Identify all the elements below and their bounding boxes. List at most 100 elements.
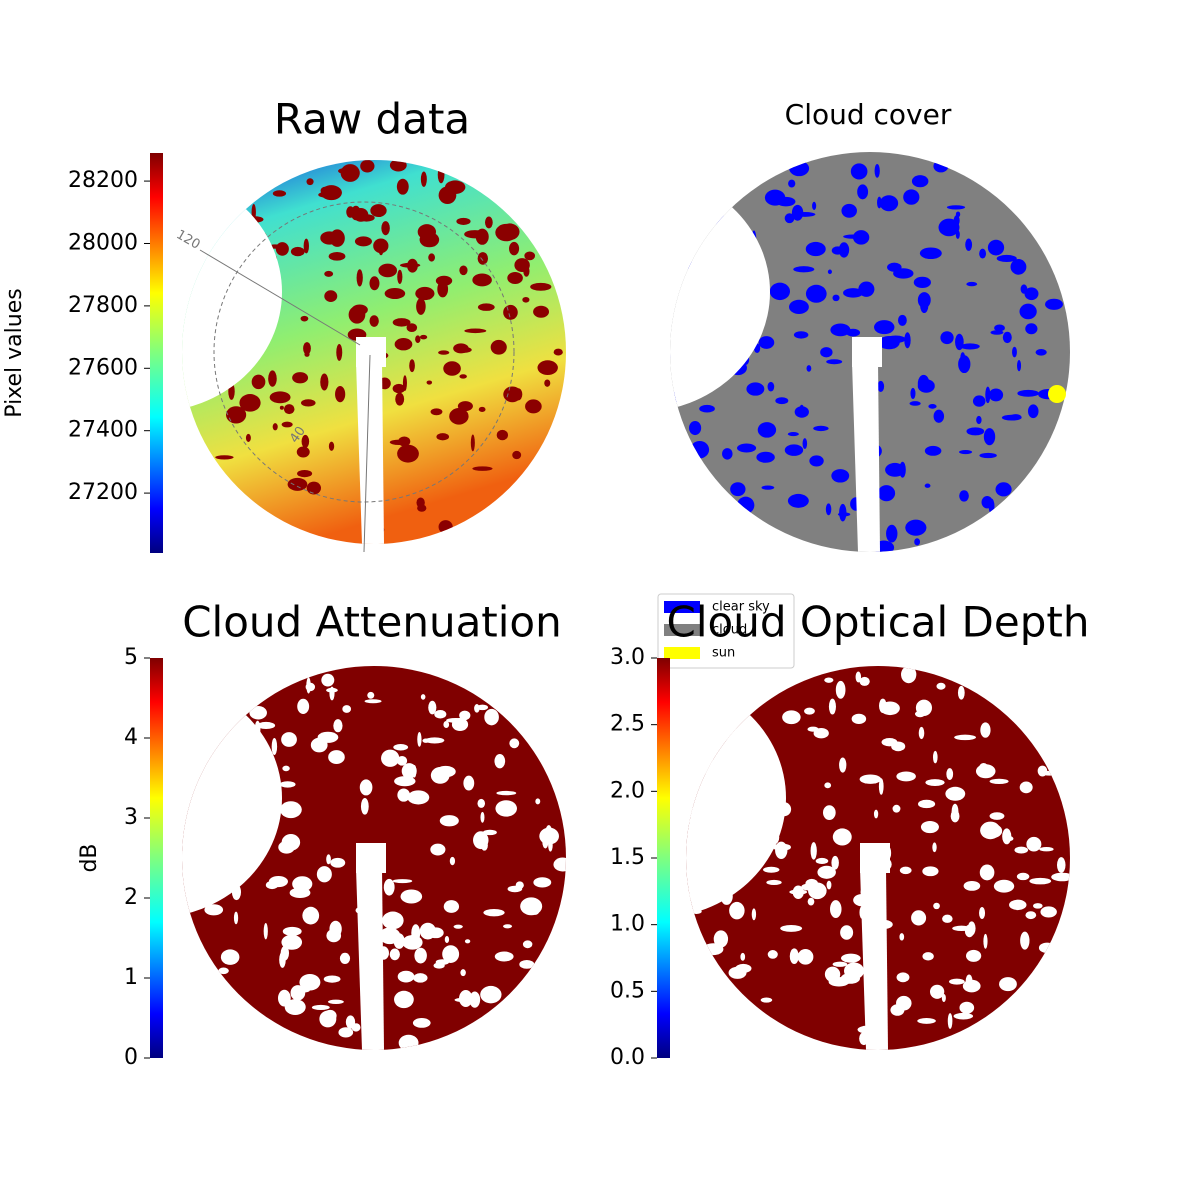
image-blob	[809, 455, 824, 467]
image-blob	[514, 258, 530, 273]
image-blob	[399, 262, 421, 268]
image-blob	[320, 373, 329, 391]
image-blob	[417, 224, 437, 240]
image-blob	[303, 238, 309, 254]
image-cutout	[356, 843, 386, 873]
image-blob	[397, 269, 403, 284]
image-blob	[503, 304, 518, 320]
image-blob	[950, 809, 960, 823]
image-blob	[823, 805, 836, 821]
image-blob	[789, 948, 799, 965]
image-blob	[239, 394, 261, 412]
image-blob	[477, 252, 488, 265]
image-blob	[342, 705, 352, 713]
image-blob	[1024, 287, 1039, 301]
image-blob	[296, 446, 310, 458]
colorbar-tick-label: 28200	[68, 168, 138, 193]
image-blob	[283, 404, 295, 415]
image-blob	[764, 189, 786, 206]
image-blob	[220, 949, 240, 965]
image-blob	[438, 520, 453, 534]
image-blob	[767, 950, 778, 959]
image-blob	[813, 425, 829, 432]
image-blob	[917, 799, 936, 809]
image-blob	[1001, 414, 1022, 421]
image-blob	[279, 951, 286, 968]
image-blob	[449, 856, 456, 866]
image-blob	[729, 901, 745, 920]
image-blob	[1039, 847, 1054, 852]
image-blob	[917, 374, 930, 392]
image-blob	[955, 333, 964, 351]
image-blob	[485, 216, 493, 229]
image-blob	[780, 925, 803, 932]
image-blob	[1029, 877, 1052, 885]
image-blob	[369, 315, 379, 327]
image-blob	[772, 843, 791, 851]
image-blob	[920, 821, 939, 834]
image-blob	[910, 387, 916, 400]
image-blob	[256, 721, 276, 730]
colorbar	[657, 658, 670, 1058]
image-cutout	[356, 337, 386, 367]
image-blob	[392, 383, 406, 394]
image-blob	[826, 880, 832, 890]
image-blob	[740, 952, 746, 961]
colorbar-tick-label: 5	[124, 645, 138, 670]
image-blob	[272, 423, 278, 431]
image-blob	[356, 269, 363, 287]
image-blob	[449, 408, 469, 425]
polar-ring	[213, 201, 515, 503]
image-blob	[522, 296, 530, 303]
image-blob	[959, 1001, 975, 1014]
colorbar-label: Pixel values	[2, 288, 27, 417]
image-blob	[792, 885, 804, 899]
image-blob	[507, 885, 523, 893]
image-blob	[389, 160, 407, 172]
image-blob	[817, 865, 836, 879]
image-blob	[413, 973, 428, 983]
image-blob	[901, 666, 917, 684]
image-blob	[414, 947, 427, 964]
image-blob	[751, 908, 757, 921]
image-blob	[364, 699, 382, 704]
image-blob	[494, 951, 514, 962]
image-blob	[509, 738, 520, 749]
image-blob	[932, 750, 938, 764]
image-blob	[392, 318, 411, 327]
image-blob	[999, 977, 1017, 992]
image-blob	[793, 266, 815, 273]
image-blob	[542, 835, 549, 849]
image-blob	[787, 431, 799, 437]
image-blob	[788, 179, 796, 188]
image-blob	[333, 719, 343, 733]
image-blob	[548, 839, 553, 852]
image-blob	[415, 286, 435, 301]
image-blob	[979, 248, 987, 259]
image-blob	[537, 360, 558, 376]
image-blob	[1051, 872, 1070, 882]
image-blob	[957, 685, 965, 700]
image-blob	[496, 790, 517, 796]
image-blob	[419, 922, 436, 940]
image-blob	[464, 939, 471, 944]
image-blob	[839, 503, 847, 522]
colorbar-tick-label: 0	[124, 1045, 138, 1070]
image-blob	[932, 842, 937, 853]
image-blob	[397, 788, 410, 802]
image-blob	[469, 991, 481, 1008]
image-blob	[965, 238, 973, 251]
image-blob	[290, 246, 305, 257]
image-blob	[474, 704, 480, 713]
image-blob	[459, 374, 467, 379]
colorbar-tick-label: 3	[124, 805, 138, 830]
image-blob	[473, 831, 489, 850]
image-blob	[353, 208, 369, 222]
image-blob	[924, 445, 942, 456]
image-blob	[917, 1017, 936, 1024]
image-blob	[1017, 360, 1022, 372]
image-blob	[722, 448, 733, 460]
image-blob	[843, 288, 864, 298]
colorbar-tick-label: 4	[124, 725, 138, 750]
image-blob	[494, 754, 506, 769]
